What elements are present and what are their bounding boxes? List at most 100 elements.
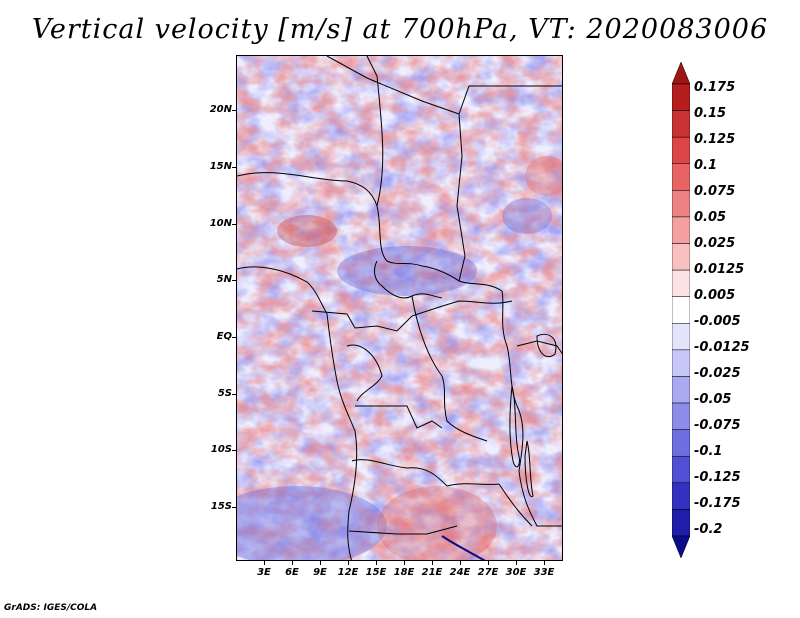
colorbar-segment (672, 163, 690, 191)
border (326, 56, 466, 282)
colorbar-segment (672, 62, 690, 85)
lat-tick (232, 507, 236, 508)
legend-label: 0.025 (694, 236, 736, 251)
color-bar (672, 62, 690, 558)
coastline (237, 266, 358, 560)
colorbar-segment (672, 455, 690, 484)
lon-tick (264, 561, 265, 565)
lon-tick (320, 561, 321, 565)
colorbar-segment (672, 216, 690, 244)
lon-label-21e: 21E (421, 567, 443, 578)
lake (524, 440, 534, 498)
border (411, 295, 488, 442)
lon-label-27e: 27E (477, 567, 499, 578)
legend-label: 0.15 (694, 106, 727, 121)
border (446, 483, 533, 527)
border (311, 310, 413, 332)
lat-label-5s: 5S (217, 388, 232, 399)
lon-tick (292, 561, 293, 565)
legend-label: -0.005 (694, 314, 741, 329)
border (237, 172, 423, 267)
legend-label: -0.075 (694, 418, 741, 433)
lon-label-6e: 6E (285, 567, 299, 578)
border (516, 405, 562, 527)
colorbar-segment (672, 83, 690, 111)
lat-tick (232, 394, 236, 395)
lat-label-20n: 20N (209, 104, 232, 115)
lat-tick (232, 337, 236, 338)
legend-label: 0.05 (694, 210, 727, 225)
lat-label-15s: 15S (210, 501, 232, 512)
lon-tick (348, 561, 349, 565)
lat-tick (232, 450, 236, 451)
lon-tick (376, 561, 377, 565)
lon-label-9e: 9E (313, 567, 327, 578)
lon-label-18e: 18E (393, 567, 415, 578)
footer-credit: GrADS: IGES/COLA (4, 603, 98, 613)
river (441, 535, 486, 560)
lon-label-33e: 33E (533, 567, 555, 578)
colorbar-segment (672, 535, 690, 558)
legend-label: -0.2 (694, 522, 723, 537)
colorbar-segment (672, 402, 690, 430)
lon-label-24e: 24E (449, 567, 471, 578)
lat-label-15n: 15N (209, 161, 232, 172)
lat-label-eq: EQ (216, 331, 232, 342)
map-title: Vertical velocity [m/s] at 700hPa, VT: 2… (31, 14, 769, 45)
lon-label-30e: 30E (505, 567, 527, 578)
lat-label-5n: 5N (216, 274, 232, 285)
legend-label: -0.05 (694, 392, 732, 407)
legend-label: -0.125 (694, 470, 741, 485)
lat-label-10n: 10N (209, 218, 232, 229)
legend-label: -0.175 (694, 496, 741, 511)
colorbar-segment (672, 509, 690, 537)
lon-tick (488, 561, 489, 565)
lon-tick (404, 561, 405, 565)
colorbar-segment (672, 429, 690, 457)
vertical-velocity-field (237, 56, 562, 560)
lake (536, 333, 557, 358)
border (458, 85, 562, 115)
colorbar-segment (672, 482, 690, 510)
lat-tick (232, 167, 236, 168)
border (516, 340, 562, 355)
colorbar-segment (672, 136, 690, 165)
border (374, 260, 443, 299)
map-frame (236, 55, 563, 561)
lon-label-15e: 15E (365, 567, 387, 578)
colorbar-segment (672, 190, 690, 218)
lon-tick (516, 561, 517, 565)
legend-label: -0.025 (694, 366, 741, 381)
lon-label-3e: 3E (257, 567, 271, 578)
legend-label: 0.0125 (694, 262, 745, 277)
colorbar-segment (672, 376, 690, 404)
colorbar-segment (672, 323, 690, 351)
lon-tick (544, 561, 545, 565)
lake (509, 385, 520, 468)
lat-tick (232, 224, 236, 225)
legend-label: 0.1 (694, 158, 718, 173)
border (421, 265, 503, 292)
legend-label: 0.125 (694, 132, 736, 147)
border (346, 344, 383, 402)
colorbar-segment (672, 296, 690, 324)
border (348, 525, 458, 535)
lon-tick (460, 561, 461, 565)
legend-label: 0.175 (694, 80, 736, 95)
red-field (237, 56, 562, 560)
border (351, 459, 448, 487)
legend-label: -0.0125 (694, 340, 750, 355)
lat-label-10s: 10S (210, 444, 232, 455)
lat-tick (232, 110, 236, 111)
colorbar-segment (672, 269, 690, 297)
lat-tick (232, 280, 236, 281)
colorbar-segment (672, 110, 690, 138)
legend-label: -0.1 (694, 444, 723, 459)
border (355, 405, 443, 429)
border (411, 300, 513, 317)
lon-tick (432, 561, 433, 565)
legend-label: 0.075 (694, 184, 736, 199)
colorbar-segment (672, 243, 690, 271)
colorbar-segment (672, 349, 690, 377)
legend-label: 0.005 (694, 288, 736, 303)
